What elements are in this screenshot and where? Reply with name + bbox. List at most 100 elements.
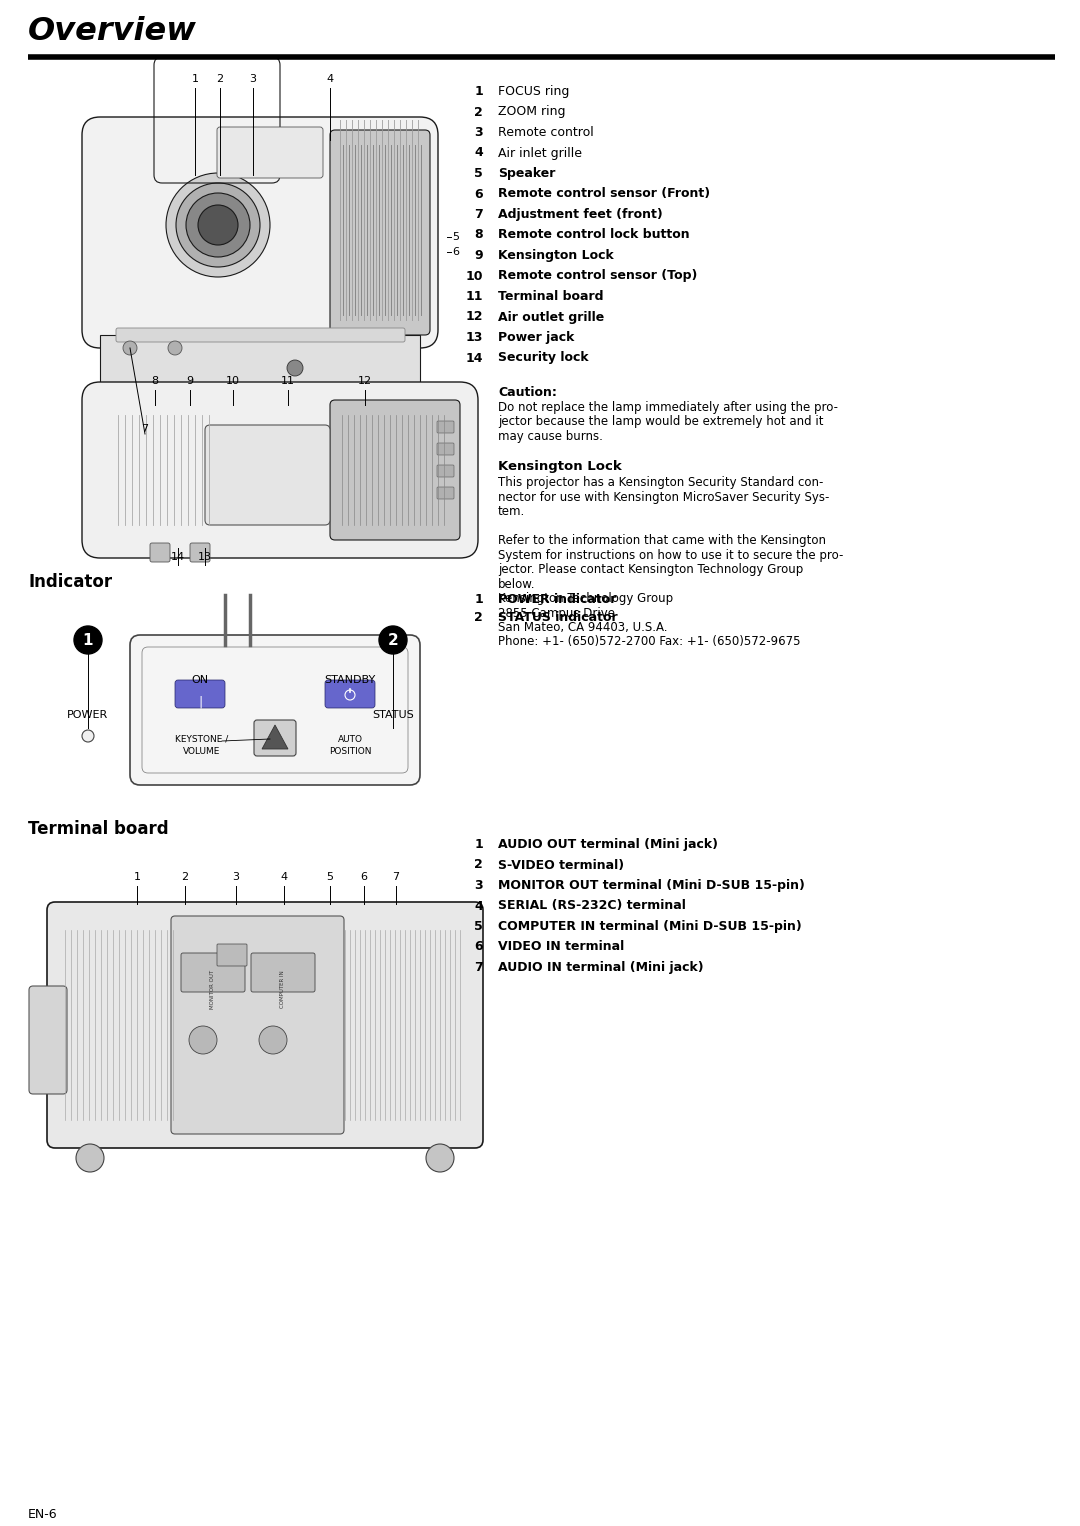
- Text: Do not replace the lamp immediately after using the pro-: Do not replace the lamp immediately afte…: [498, 401, 838, 414]
- Text: jector. Please contact Kensington Technology Group: jector. Please contact Kensington Techno…: [498, 563, 804, 575]
- Text: 12: 12: [357, 375, 373, 386]
- Text: jector because the lamp would be extremely hot and it: jector because the lamp would be extreme…: [498, 415, 824, 429]
- Text: Kensington Technology Group: Kensington Technology Group: [498, 592, 673, 604]
- Text: Terminal board: Terminal board: [498, 290, 604, 304]
- Text: This projector has a Kensington Security Standard con-: This projector has a Kensington Security…: [498, 476, 823, 488]
- FancyBboxPatch shape: [325, 681, 375, 708]
- Text: |: |: [198, 694, 202, 708]
- Text: 8: 8: [151, 375, 159, 386]
- Text: FOCUS ring: FOCUS ring: [498, 85, 569, 98]
- Text: 6: 6: [361, 871, 367, 882]
- FancyBboxPatch shape: [175, 681, 225, 708]
- Text: 10: 10: [226, 375, 240, 386]
- Text: 3: 3: [474, 879, 483, 893]
- Text: 4: 4: [281, 871, 287, 882]
- Circle shape: [186, 192, 249, 256]
- Text: STATUS indicator: STATUS indicator: [498, 610, 618, 624]
- FancyBboxPatch shape: [437, 487, 454, 499]
- Text: Air outlet grille: Air outlet grille: [498, 310, 604, 324]
- Text: 9: 9: [187, 375, 193, 386]
- Text: 1: 1: [191, 73, 199, 84]
- FancyBboxPatch shape: [217, 945, 247, 966]
- Text: Air inlet grille: Air inlet grille: [498, 146, 582, 160]
- Text: 14: 14: [465, 351, 483, 365]
- FancyBboxPatch shape: [82, 382, 478, 559]
- Text: 7: 7: [392, 871, 400, 882]
- Text: San Mateo, CA 94403, U.S.A.: San Mateo, CA 94403, U.S.A.: [498, 621, 667, 633]
- Text: Remote control: Remote control: [498, 127, 594, 139]
- Text: 1: 1: [474, 838, 483, 852]
- Circle shape: [379, 626, 407, 655]
- Text: Caution:: Caution:: [498, 386, 557, 398]
- FancyBboxPatch shape: [330, 400, 460, 540]
- Text: COMPUTER IN terminal (Mini D-SUB 15-pin): COMPUTER IN terminal (Mini D-SUB 15-pin): [498, 920, 801, 932]
- Circle shape: [168, 340, 183, 356]
- Text: 7: 7: [141, 424, 149, 433]
- Text: POWER indicator: POWER indicator: [498, 594, 617, 606]
- Circle shape: [82, 729, 94, 742]
- Text: Refer to the information that came with the Kensington: Refer to the information that came with …: [498, 534, 826, 546]
- Text: STANDBY: STANDBY: [324, 674, 376, 685]
- Text: 2: 2: [474, 105, 483, 119]
- Text: Terminal board: Terminal board: [28, 819, 168, 838]
- Text: Kensington Lock: Kensington Lock: [498, 459, 622, 473]
- Text: 3: 3: [232, 871, 240, 882]
- Circle shape: [198, 204, 238, 246]
- Circle shape: [176, 183, 260, 267]
- Text: S-VIDEO terminal): S-VIDEO terminal): [498, 859, 624, 871]
- Text: AUTO: AUTO: [337, 736, 363, 745]
- Text: 4: 4: [474, 899, 483, 913]
- Circle shape: [189, 1025, 217, 1054]
- Text: 2: 2: [181, 871, 189, 882]
- FancyBboxPatch shape: [205, 426, 330, 525]
- Text: 6: 6: [474, 188, 483, 200]
- Text: 10: 10: [465, 270, 483, 282]
- Text: 2: 2: [474, 859, 483, 871]
- Text: 5: 5: [474, 920, 483, 932]
- Circle shape: [166, 172, 270, 278]
- FancyBboxPatch shape: [82, 118, 438, 348]
- Text: VIDEO IN terminal: VIDEO IN terminal: [498, 940, 624, 954]
- Circle shape: [123, 340, 137, 356]
- Text: Overview: Overview: [28, 15, 197, 47]
- Text: POSITION: POSITION: [328, 748, 372, 755]
- Text: Indicator: Indicator: [28, 572, 112, 591]
- Text: 4: 4: [326, 73, 334, 84]
- Text: MONITOR OUT: MONITOR OUT: [211, 971, 216, 1009]
- Text: 11: 11: [281, 375, 295, 386]
- Text: Security lock: Security lock: [498, 351, 589, 365]
- Text: 5: 5: [326, 871, 334, 882]
- Text: may cause burns.: may cause burns.: [498, 430, 603, 443]
- Text: Remote control lock button: Remote control lock button: [498, 229, 690, 241]
- FancyBboxPatch shape: [217, 127, 323, 179]
- FancyBboxPatch shape: [130, 635, 420, 784]
- Text: POWER: POWER: [67, 710, 109, 720]
- Text: 5: 5: [453, 232, 459, 243]
- FancyBboxPatch shape: [181, 954, 245, 992]
- Text: below.: below.: [498, 577, 536, 591]
- Text: 3: 3: [474, 127, 483, 139]
- Text: VOLUME: VOLUME: [184, 748, 220, 755]
- Text: 1: 1: [83, 633, 93, 649]
- FancyBboxPatch shape: [251, 954, 315, 992]
- Text: 2: 2: [216, 73, 224, 84]
- FancyBboxPatch shape: [437, 421, 454, 433]
- Polygon shape: [100, 336, 420, 395]
- Text: 7: 7: [474, 961, 483, 974]
- FancyBboxPatch shape: [116, 328, 405, 342]
- Text: tem.: tem.: [498, 505, 525, 517]
- Text: 13: 13: [198, 552, 212, 562]
- Text: Power jack: Power jack: [498, 331, 575, 343]
- Circle shape: [426, 1144, 454, 1172]
- Text: KEYSTONE /: KEYSTONE /: [175, 736, 229, 745]
- Text: 5: 5: [474, 166, 483, 180]
- Text: 2855 Campus Drive: 2855 Campus Drive: [498, 606, 615, 620]
- Circle shape: [287, 360, 303, 375]
- Text: 3: 3: [249, 73, 257, 84]
- Text: 12: 12: [465, 310, 483, 324]
- Text: Remote control sensor (Top): Remote control sensor (Top): [498, 270, 698, 282]
- FancyBboxPatch shape: [190, 543, 210, 562]
- Text: nector for use with Kensington MicroSaver Security Sys-: nector for use with Kensington MicroSave…: [498, 490, 829, 504]
- Text: MONITOR OUT terminal (Mini D-SUB 15-pin): MONITOR OUT terminal (Mini D-SUB 15-pin): [498, 879, 805, 893]
- Text: Remote control sensor (Front): Remote control sensor (Front): [498, 188, 711, 200]
